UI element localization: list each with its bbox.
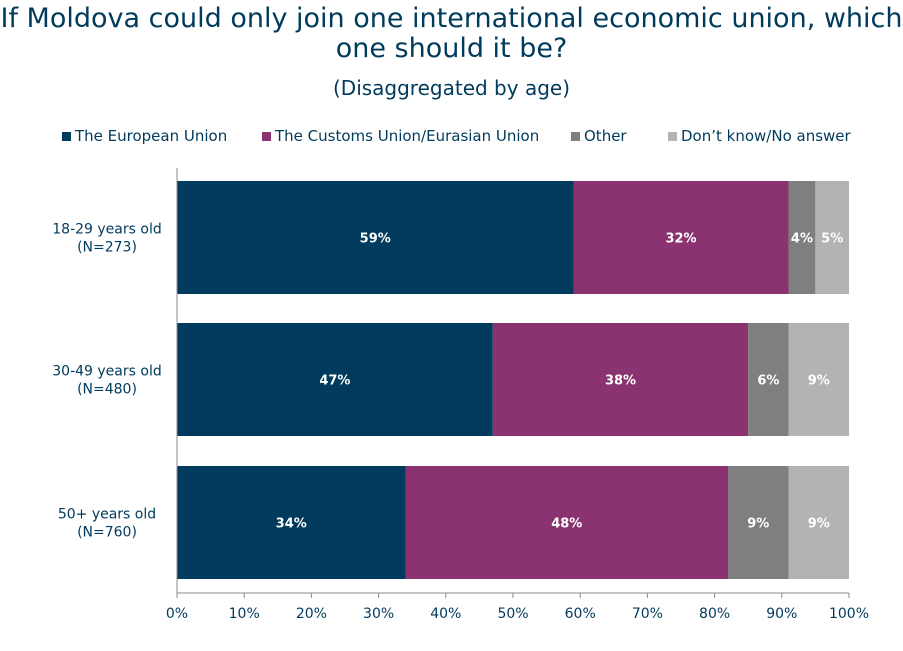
- bar-the-european-union-2: [177, 323, 493, 436]
- bar-the-customs-union-eurasian-union-3: [405, 466, 729, 579]
- category-label-1-line-2: (N=273): [77, 240, 137, 256]
- legend-item-customs-union: The Customs Union/Eurasian Union: [262, 127, 539, 145]
- bar-the-customs-union-eurasian-union-1: [573, 181, 789, 294]
- chart-subtitle: (Disaggregated by age): [332, 76, 570, 100]
- category-label-1-line-1: 18-29 years old: [52, 222, 161, 238]
- bar-other-2: [748, 323, 789, 436]
- bar-the-european-union-1: [177, 181, 574, 294]
- chart-title-line-1: If Moldova could only join one internati…: [0, 3, 903, 34]
- legend-item-other: Other: [571, 127, 627, 145]
- bar-the-customs-union-eurasian-union-2: [492, 323, 749, 436]
- x-tick-label-30: 30%: [363, 606, 394, 622]
- legend-swatch-european-union: [62, 132, 71, 141]
- x-tick-label-80: 80%: [699, 606, 730, 622]
- category-label-2-line-1: 30-49 years old: [52, 364, 161, 380]
- data-label-other-3: 9%: [747, 517, 769, 532]
- category-label-2-line-2: (N=480): [77, 382, 137, 398]
- legend-label-customs-union: The Customs Union/Eurasian Union: [275, 127, 540, 145]
- data-label-the-european-union-1: 59%: [360, 232, 391, 247]
- legend-label-other: Other: [584, 127, 627, 145]
- bar-don-t-know-no-answer-3: [788, 466, 849, 579]
- x-tick-label-40: 40%: [430, 606, 461, 622]
- x-tick-label-90: 90%: [766, 606, 797, 622]
- bar-don-t-know-no-answer-1: [815, 181, 849, 294]
- data-label-the-customs-union-eurasian-union-2: 38%: [605, 374, 636, 389]
- chart-legend: The European Union The Customs Union/Eur…: [62, 127, 892, 147]
- legend-swatch-dont-know: [668, 132, 677, 141]
- data-label-other-2: 6%: [757, 374, 779, 389]
- legend-label-dont-know: Don’t know/No answer: [681, 127, 851, 145]
- chart-title-line-2: one should it be?: [335, 33, 568, 64]
- legend-swatch-customs-union: [262, 132, 271, 141]
- data-label-don-t-know-no-answer-1: 5%: [821, 232, 843, 247]
- x-tick-label-100: 100%: [829, 606, 869, 622]
- x-tick-label-50: 50%: [497, 606, 528, 622]
- data-label-other-1: 4%: [791, 232, 813, 247]
- data-label-the-customs-union-eurasian-union-3: 48%: [551, 517, 582, 532]
- data-label-the-customs-union-eurasian-union-1: 32%: [665, 232, 696, 247]
- x-tick-label-60: 60%: [565, 606, 596, 622]
- data-label-the-european-union-3: 34%: [276, 517, 307, 532]
- x-tick-label-20: 20%: [296, 606, 327, 622]
- bar-other-3: [728, 466, 789, 579]
- legend-label-european-union: The European Union: [75, 127, 228, 145]
- legend-item-european-union: The European Union: [62, 127, 227, 145]
- x-tick-label-0: 0%: [166, 606, 188, 622]
- category-label-3-line-1: 50+ years old: [58, 507, 156, 523]
- bar-don-t-know-no-answer-2: [788, 323, 849, 436]
- chart-title: If Moldova could only join one internati…: [0, 4, 903, 64]
- data-label-don-t-know-no-answer-3: 9%: [808, 517, 830, 532]
- data-label-don-t-know-no-answer-2: 9%: [808, 374, 830, 389]
- data-label-the-european-union-2: 47%: [319, 374, 350, 389]
- category-label-3-line-2: (N=760): [77, 525, 137, 541]
- x-tick-label-10: 10%: [229, 606, 260, 622]
- legend-item-dont-know: Don’t know/No answer: [668, 127, 851, 145]
- x-tick-label-70: 70%: [632, 606, 663, 622]
- bar-other-1: [788, 181, 816, 294]
- bar-the-european-union-3: [177, 466, 406, 579]
- legend-swatch-other: [571, 132, 580, 141]
